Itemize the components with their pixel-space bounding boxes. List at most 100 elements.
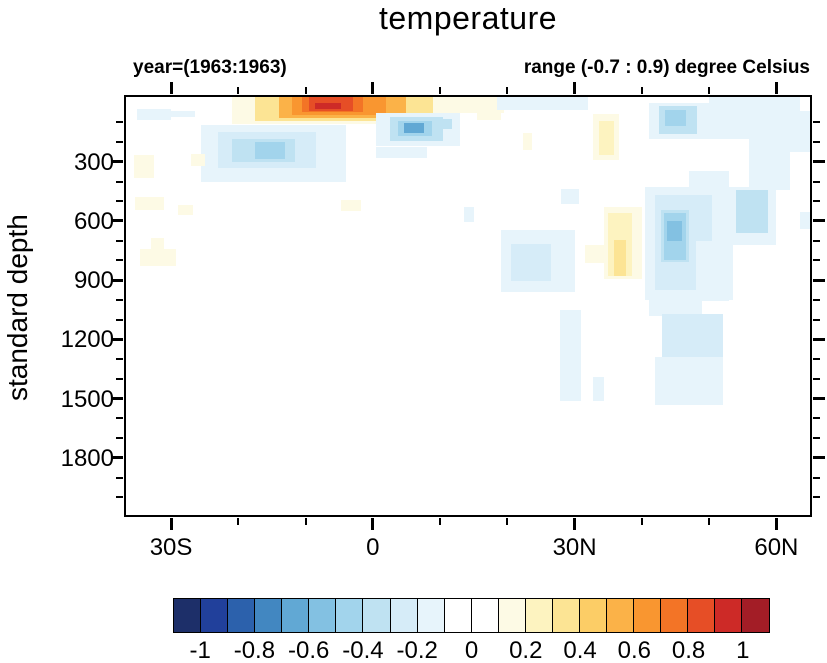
y-minor-tick: [116, 141, 123, 144]
x-tick-label: 0: [366, 534, 380, 561]
heatmap-cell: [584, 245, 609, 264]
heatmap-cell: [191, 154, 205, 166]
colorbar-swatch: [227, 598, 256, 633]
colorbar-swatch: [443, 598, 473, 633]
heatmap-cell: [786, 111, 810, 152]
y-minor-tick: [813, 121, 820, 124]
heatmap-cell: [134, 154, 155, 178]
subtitle-range: range (-0.7 : 0.9) degree Celsius: [523, 57, 810, 78]
colorbar-swatch: [389, 598, 419, 633]
heatmap-cell: [667, 220, 683, 241]
heatmap-cell: [340, 199, 361, 212]
x-minor-tick: [506, 87, 509, 94]
heatmap-cell: [376, 146, 427, 158]
colorbar-swatch: [551, 598, 581, 633]
y-major-tick: [813, 160, 825, 164]
heatmap-cell: [662, 314, 723, 359]
heatmap-cell: [749, 114, 790, 191]
colorbar-swatch: [660, 598, 689, 633]
y-minor-tick: [813, 358, 820, 361]
x-minor-tick: [640, 87, 643, 94]
x-minor-tick: [304, 87, 307, 94]
heatmap-cell: [314, 103, 341, 109]
colorbar-tick-label: 0.4: [563, 637, 597, 663]
colorbar-tick-label: -0.4: [342, 637, 384, 663]
colorbar-swatch: [524, 598, 554, 633]
heatmap-cell: [140, 248, 176, 267]
y-minor-tick: [116, 200, 123, 203]
heatmap-cell: [688, 170, 730, 191]
heatmap-cell: [477, 103, 501, 121]
colorbar-tick-label: 0: [464, 637, 479, 663]
colorbar-tick-label: -0.2: [396, 637, 438, 663]
y-tick-label: 900: [73, 267, 114, 295]
y-minor-tick: [116, 318, 123, 321]
heatmap-cell: [510, 243, 552, 282]
y-minor-tick: [813, 180, 820, 183]
heatmap-cell: [171, 111, 195, 117]
y-minor-tick: [813, 200, 820, 203]
x-minor-tick: [237, 87, 240, 94]
colorbar-swatch: [200, 598, 229, 633]
x-major-tick: [169, 518, 173, 530]
heatmap-cell: [137, 109, 172, 121]
y-major-tick: [813, 337, 825, 341]
colorbar-swatch: [714, 598, 743, 633]
x-minor-tick: [708, 518, 711, 525]
colorbar-swatch: [335, 598, 365, 633]
y-major-tick: [813, 397, 825, 401]
x-minor-tick: [640, 518, 643, 525]
colorbar-swatch: [254, 598, 283, 633]
y-minor-tick: [116, 417, 123, 420]
colorbar-tick-label: -1: [189, 637, 211, 663]
x-minor-tick: [237, 518, 240, 525]
y-minor-tick: [813, 417, 820, 420]
heatmap-cell: [655, 357, 723, 406]
y-major-tick: [111, 337, 123, 341]
y-major-tick: [111, 219, 123, 223]
y-tick-label: 1200: [60, 326, 114, 354]
chart-title: temperature: [378, 0, 558, 36]
y-minor-tick: [813, 476, 820, 479]
y-minor-tick: [116, 259, 123, 262]
heatmap-cell: [613, 239, 626, 276]
x-major-tick: [774, 518, 778, 530]
x-minor-tick: [439, 87, 442, 94]
heatmap-cell: [403, 122, 424, 133]
y-major-tick: [111, 397, 123, 401]
colorbar-swatch: [578, 598, 608, 633]
colorbar-swatch: [362, 598, 392, 633]
heatmap-cell: [799, 212, 810, 229]
colorbar-tick-label: -0.6: [287, 637, 330, 663]
colorbar-swatch: [173, 598, 202, 633]
y-minor-tick: [813, 437, 820, 440]
x-minor-tick: [439, 518, 442, 525]
colorbar-tick-label: 0.8: [671, 637, 706, 663]
x-minor-tick: [304, 518, 307, 525]
y-minor-tick: [116, 180, 123, 183]
heatmap-cell: [150, 237, 165, 250]
colorbar-swatch: [416, 598, 446, 633]
y-minor-tick: [116, 377, 123, 380]
y-minor-tick: [813, 141, 820, 144]
x-major-tick: [371, 82, 375, 94]
y-major-tick: [813, 219, 825, 223]
heatmap-cell: [463, 207, 474, 222]
y-major-tick: [111, 278, 123, 282]
y-minor-tick: [813, 298, 820, 301]
y-tick-label: 1800: [60, 444, 114, 472]
x-tick-label: 30N: [552, 534, 597, 561]
y-major-tick: [111, 160, 123, 164]
plot-area: [124, 95, 812, 517]
heatmap-cell: [598, 121, 614, 155]
y-minor-tick: [116, 298, 123, 301]
colorbar-tick-label: 0.6: [617, 637, 651, 663]
y-major-tick: [111, 456, 123, 460]
heatmap-cell: [736, 190, 769, 233]
colorbar-tick-label: 0.2: [509, 637, 543, 663]
x-major-tick: [169, 82, 173, 94]
heatmap-cell: [436, 119, 453, 130]
y-minor-tick: [116, 476, 123, 479]
y-major-tick: [813, 278, 825, 282]
colorbar-swatch: [281, 598, 310, 633]
